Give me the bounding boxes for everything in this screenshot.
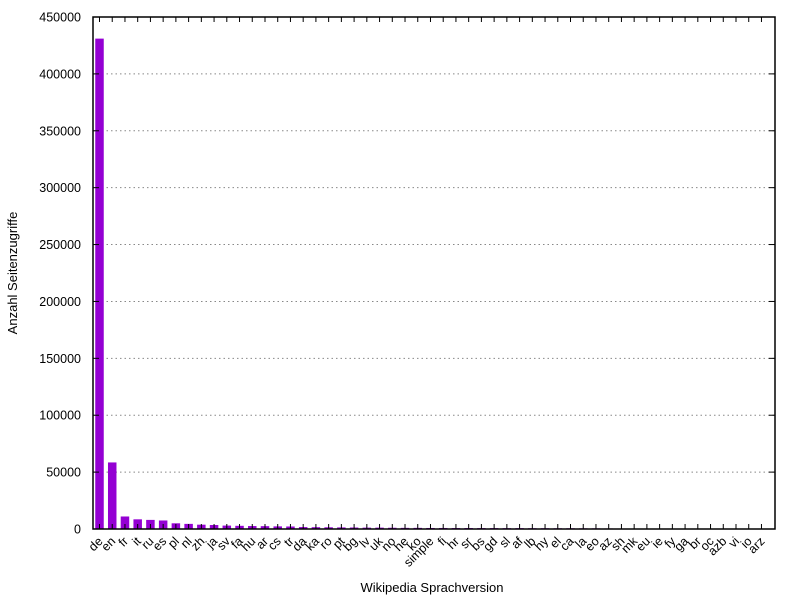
bars xyxy=(95,38,766,530)
bar-fr xyxy=(120,516,130,529)
x-tick-label-ca: ca xyxy=(557,534,576,553)
bar-de xyxy=(95,38,104,530)
y-axis-title: Anzahl Seitenzugriffe xyxy=(5,212,20,335)
y-tick-label: 300000 xyxy=(39,181,81,195)
y-axis: 0 50000 100000 150000 200000 250000 300000 3500… xyxy=(39,11,775,537)
x-tick-label-gd: gd xyxy=(481,534,501,554)
y-tick-label: 350000 xyxy=(39,124,81,138)
x-tick-label-cs: cs xyxy=(265,534,284,553)
x-tick-label-fr: fr xyxy=(116,534,131,549)
y-tick-label: 50000 xyxy=(46,466,81,480)
y-tick-label: 400000 xyxy=(39,67,81,81)
x-axis: deenfritruesplnlzhjasvfahuarcstrdakaropt… xyxy=(86,17,768,570)
x-axis-title: Wikipedia Sprachversion xyxy=(360,580,503,595)
y-tick-label: 100000 xyxy=(39,409,81,423)
x-tick-label-arz: arz xyxy=(745,534,767,556)
x-tick-label-zh: zh xyxy=(188,534,207,553)
y-tick-label: 200000 xyxy=(39,295,81,309)
x-tick-label-es: es xyxy=(150,534,169,553)
y-tick-label: 0 xyxy=(74,523,81,537)
x-tick-label-en: en xyxy=(99,534,119,554)
y-tick-label: 450000 xyxy=(39,11,81,25)
bar-en xyxy=(107,462,117,529)
x-tick-label-bg: bg xyxy=(340,534,360,554)
x-tick-label-eu: eu xyxy=(633,534,653,554)
y-tick-label: 250000 xyxy=(39,238,81,252)
grid-lines xyxy=(93,73,775,473)
y-tick-label: 150000 xyxy=(39,352,81,366)
plot-frame xyxy=(92,16,776,530)
